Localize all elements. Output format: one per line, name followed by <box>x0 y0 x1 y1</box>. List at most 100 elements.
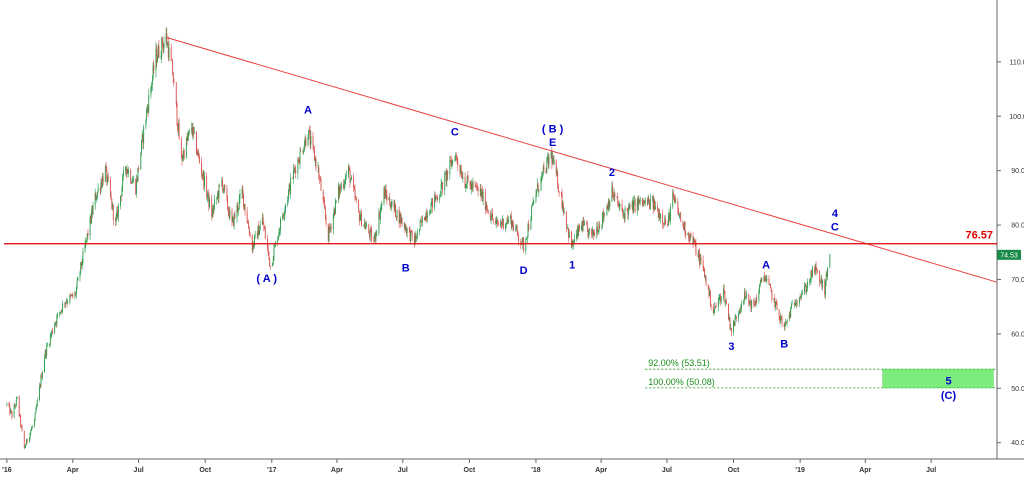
candle-body <box>576 228 578 234</box>
candle-body <box>334 209 336 215</box>
candle-body <box>563 212 565 214</box>
candle-body <box>60 310 62 313</box>
candle-body <box>805 285 807 292</box>
candle-body <box>697 254 699 258</box>
candle-body <box>168 47 170 58</box>
candle-body <box>133 179 135 181</box>
candle-body <box>729 317 731 329</box>
candle-body <box>62 303 64 312</box>
candle-body <box>639 198 641 204</box>
candle-body <box>508 218 509 223</box>
candle-body <box>705 276 707 285</box>
candle-body <box>760 278 762 282</box>
wave-label: 4 <box>832 208 839 220</box>
candle-body <box>788 313 790 320</box>
wave-label: (C) <box>941 390 957 402</box>
candle-body <box>140 152 142 170</box>
candle-body <box>308 129 310 132</box>
candle-body <box>283 214 285 217</box>
candle-body <box>384 189 386 199</box>
candle-body <box>293 168 295 170</box>
wave-label: C <box>831 222 839 234</box>
candle-body <box>162 46 164 49</box>
candle-body <box>526 238 528 240</box>
candle-body <box>416 238 417 240</box>
candle-body <box>824 280 826 296</box>
candle-body <box>775 301 777 303</box>
candle-body <box>80 262 82 266</box>
candle-body <box>829 254 831 268</box>
candle-body <box>570 232 572 248</box>
candle-body <box>120 195 121 206</box>
candle-body <box>207 192 209 196</box>
candle-body <box>197 151 199 155</box>
candle-body <box>23 431 25 448</box>
candle-body <box>662 214 664 224</box>
candle-body <box>548 157 550 165</box>
y-tick-label: 110.00 <box>1010 59 1024 66</box>
candle-body <box>481 190 483 197</box>
wave-label: C <box>451 126 459 138</box>
candle-body <box>36 405 38 409</box>
candle-body <box>566 227 568 229</box>
candle-body <box>45 350 47 356</box>
candle-body <box>191 128 193 135</box>
candle-body <box>401 217 403 224</box>
candle-body <box>778 309 780 317</box>
candle-body <box>320 180 322 191</box>
candle-body <box>471 183 473 189</box>
candle-body <box>489 212 491 220</box>
candle-body <box>545 169 547 173</box>
candle-body <box>56 316 58 324</box>
candle-body <box>505 223 507 225</box>
candle-body <box>400 214 402 223</box>
candle-body <box>143 126 145 144</box>
candle-body <box>89 216 91 236</box>
candle-body <box>135 179 137 194</box>
candle-body <box>54 322 56 325</box>
candle-body <box>591 229 593 235</box>
candle-body <box>476 187 478 188</box>
candle-body <box>94 193 96 206</box>
candle-body <box>592 229 594 236</box>
candle-body <box>262 217 264 225</box>
candle-body <box>814 267 816 273</box>
candle-body <box>744 291 746 298</box>
candle-body <box>557 172 559 188</box>
candle-body <box>714 305 716 311</box>
candle-body <box>746 294 748 297</box>
candle-body <box>471 183 472 190</box>
candle-body <box>298 161 300 164</box>
candle-body <box>369 232 370 238</box>
candle-body <box>13 405 15 418</box>
candle-body <box>309 131 311 145</box>
candle-body <box>227 208 229 212</box>
candle-body <box>101 176 103 186</box>
candle-body <box>403 223 405 225</box>
candle-body <box>568 227 569 238</box>
candle-body <box>252 243 254 251</box>
candle-body <box>654 206 656 210</box>
candle-body <box>386 195 388 201</box>
candle-body <box>112 204 114 221</box>
x-tick-label: '17 <box>267 467 277 474</box>
candle-body <box>717 300 719 307</box>
candle-body <box>467 175 469 181</box>
candle-body <box>801 292 803 295</box>
candle-body <box>363 224 365 226</box>
candle-body <box>208 192 210 207</box>
candle-body <box>66 302 68 303</box>
candle-body <box>314 149 315 161</box>
candle-body <box>49 344 51 346</box>
candle-body <box>107 176 109 180</box>
candle-body <box>284 209 286 215</box>
candle-body <box>552 156 554 164</box>
candle-body <box>675 201 677 203</box>
candle-body <box>431 198 433 204</box>
candle-body <box>648 198 650 202</box>
candle-body <box>607 205 609 210</box>
candle-body <box>193 131 195 133</box>
candle-body <box>521 238 523 245</box>
candle-body <box>704 269 706 278</box>
candle-body <box>295 169 297 174</box>
